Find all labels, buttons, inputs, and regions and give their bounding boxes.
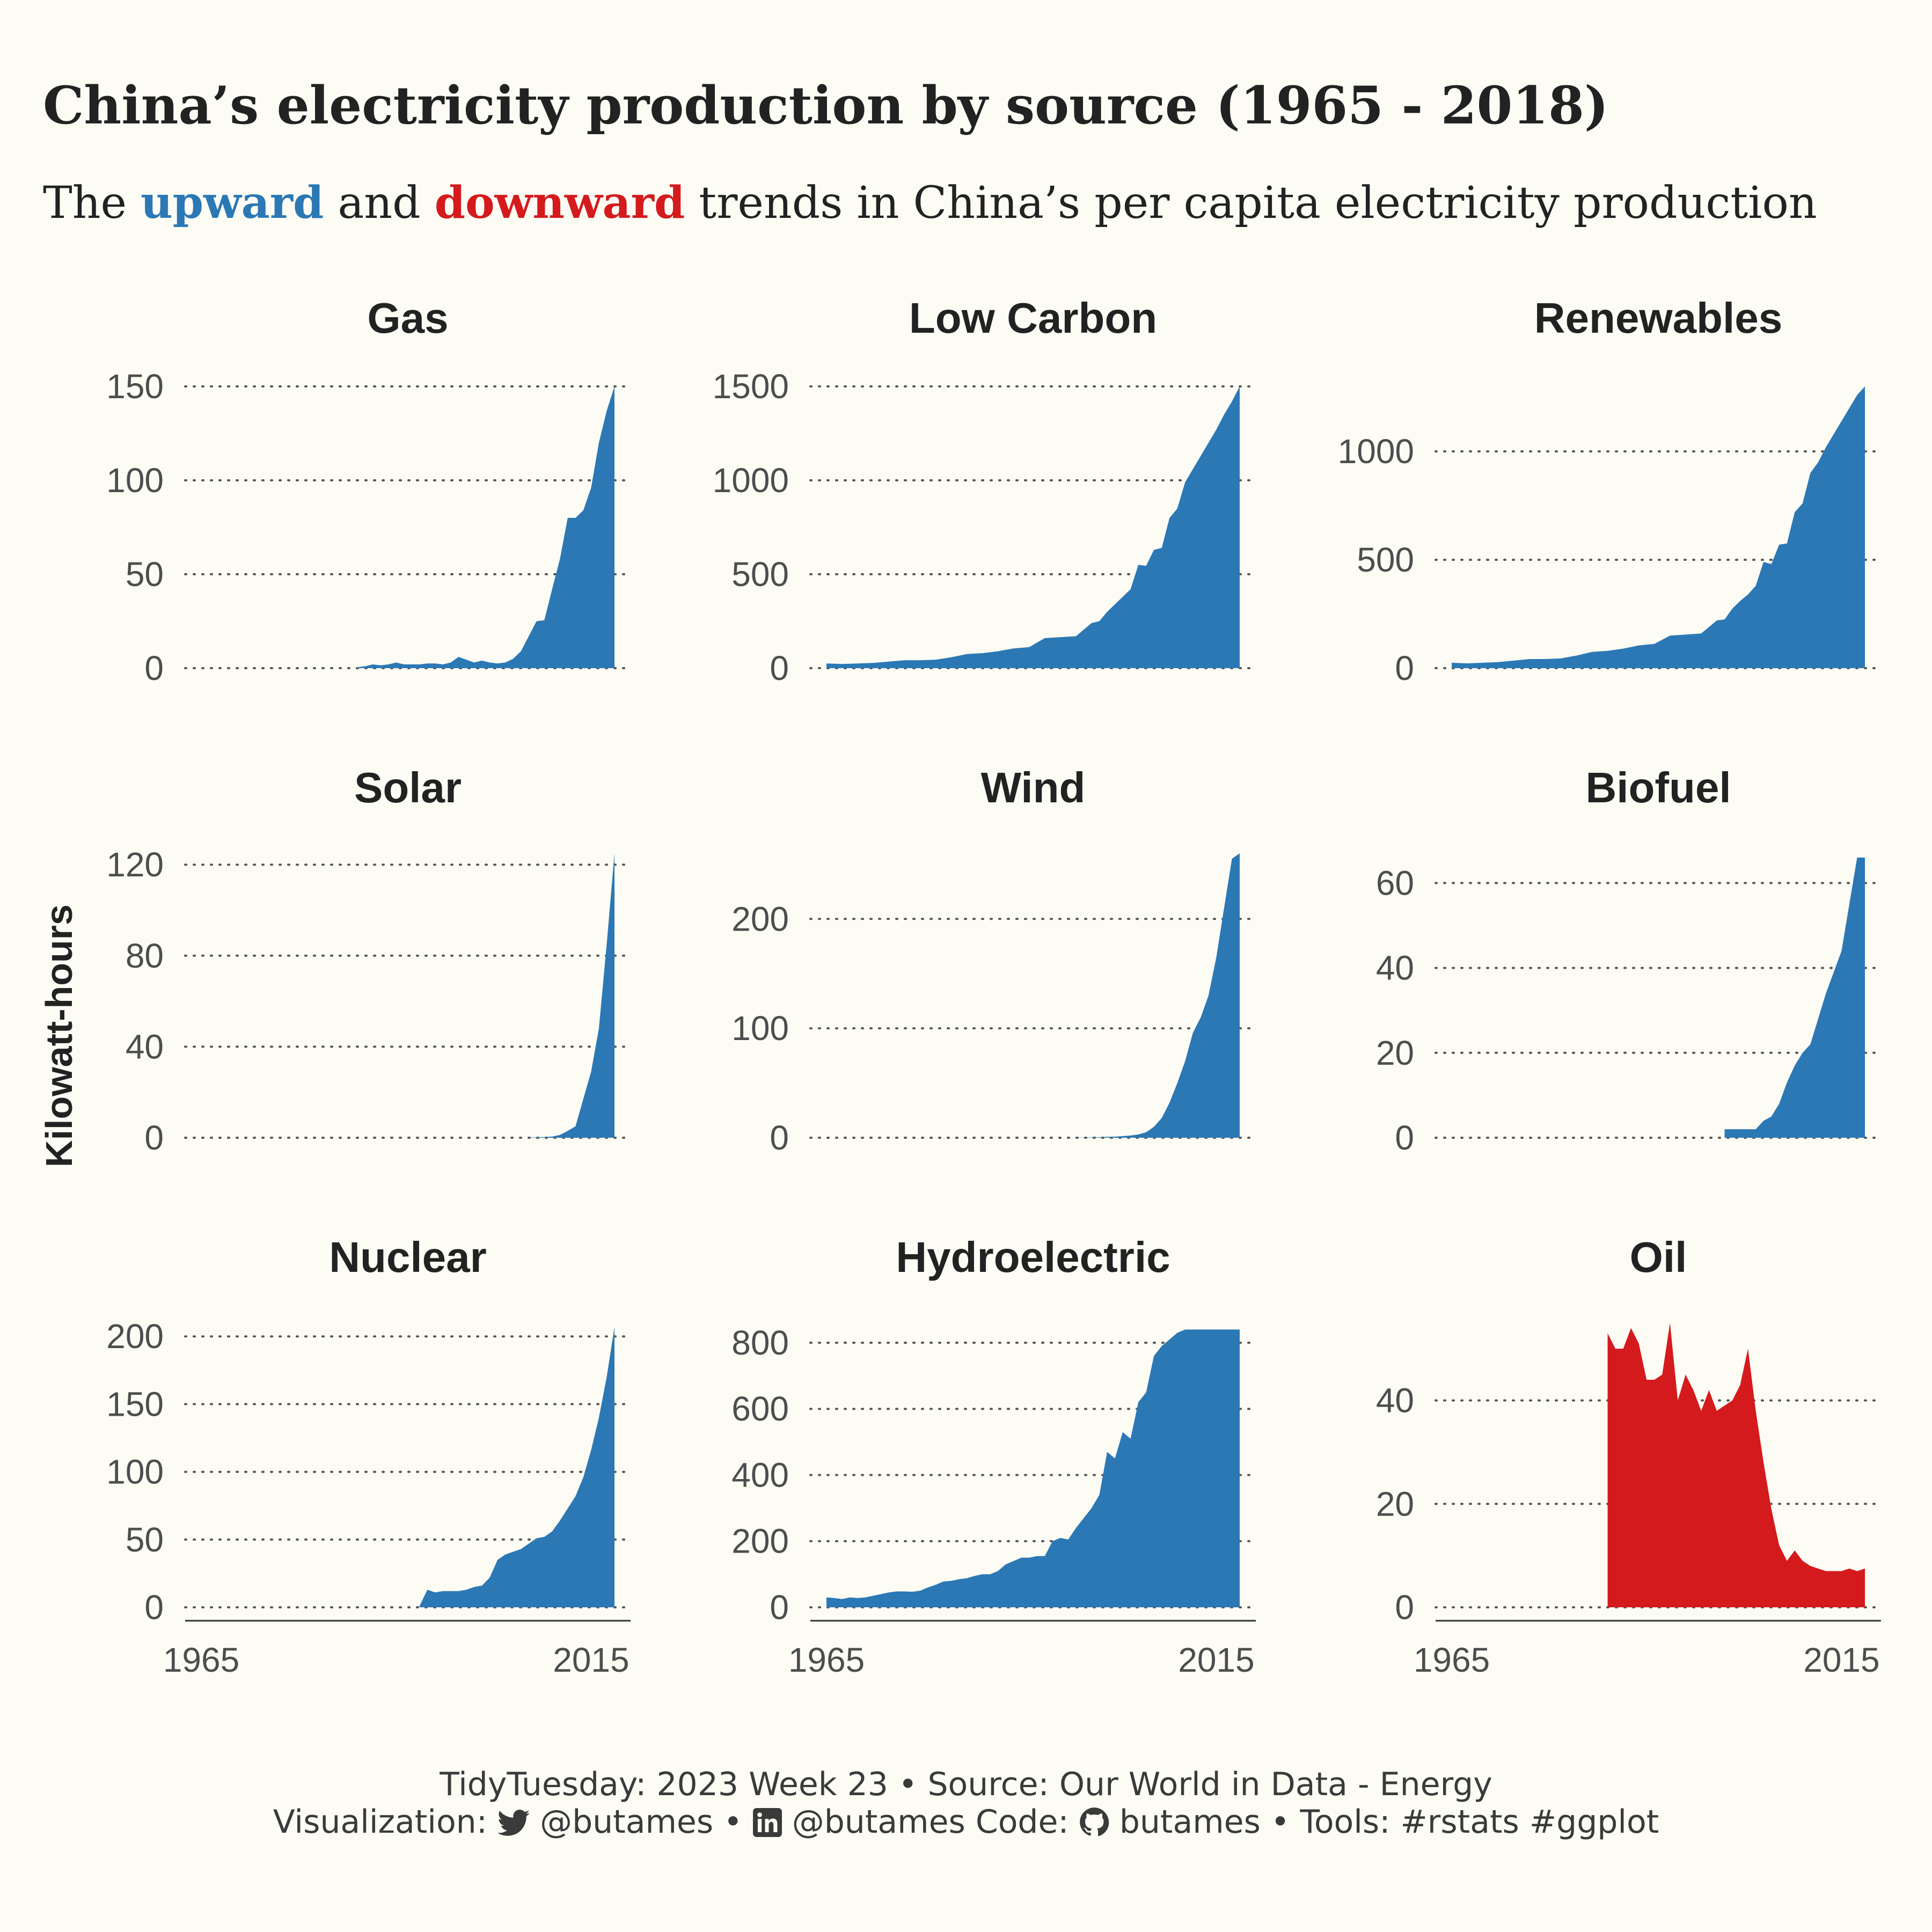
y-tick-label: 40 <box>1376 949 1414 987</box>
caption-separator: • <box>723 1803 743 1841</box>
chart-title: China’s electricity production by source… <box>43 75 1609 136</box>
y-tick-label: 50 <box>126 1520 164 1559</box>
area-series-low-carbon <box>826 386 1240 668</box>
chart-subtitle: The upward and downward trends in China’… <box>43 177 1817 229</box>
x-tick-label: 2015 <box>1178 1641 1254 1679</box>
panel-gas: Gas 0 50 100 150 <box>106 294 632 687</box>
github-handle: butames <box>1119 1803 1261 1841</box>
x-tick-label: 2015 <box>1803 1641 1879 1679</box>
caption-tools: Tools: #rstats #ggplot <box>1300 1803 1659 1841</box>
y-tick-label: 150 <box>106 367 164 406</box>
y-tick-label: 500 <box>1357 540 1414 579</box>
caption-source: TidyTuesday: 2023 Week 23 • Source: Our … <box>440 1766 1492 1803</box>
area-series-oil <box>1607 1323 1865 1607</box>
y-tick-label: 0 <box>770 1588 789 1627</box>
subtitle-mid: and <box>338 178 421 229</box>
y-tick-label: 50 <box>126 555 164 594</box>
panel-title: Renewables <box>1534 294 1782 342</box>
x-tick-label: 1965 <box>1414 1641 1490 1679</box>
x-tick-label: 1965 <box>163 1641 239 1679</box>
y-tick-label: 150 <box>106 1385 164 1423</box>
x-tick-label: 1965 <box>788 1641 865 1679</box>
y-tick-label: 1500 <box>713 367 789 406</box>
y-tick-label: 20 <box>1376 1484 1414 1523</box>
area-series-nuclear <box>419 1327 614 1607</box>
subtitle-pre: The <box>43 178 127 229</box>
x-tick-label: 2015 <box>553 1641 629 1679</box>
y-tick-label: 20 <box>1376 1034 1414 1072</box>
y-tick-label: 0 <box>1395 1588 1414 1627</box>
panel-hydroelectric: Hydroelectric 0 200 400 600 800 1965 2015 <box>731 1233 1257 1679</box>
panel-low-carbon: Low Carbon 0 500 1000 1500 <box>713 294 1257 687</box>
y-tick-label: 200 <box>106 1317 164 1356</box>
y-tick-label: 0 <box>144 649 164 687</box>
y-tick-label: 0 <box>144 1118 164 1157</box>
panel-title: Biofuel <box>1585 764 1731 811</box>
y-tick-label: 40 <box>1376 1381 1414 1420</box>
subtitle-downward: downward <box>434 177 685 229</box>
panel-title: Gas <box>367 294 448 342</box>
area-series-renewables <box>1452 386 1865 668</box>
panel-renewables: Renewables 0 500 1000 <box>1338 294 1882 687</box>
linkedin-icon <box>752 1807 782 1845</box>
area-series-gas <box>357 386 614 668</box>
caption-credits: Visualization: @butames • @butames Code:… <box>0 1803 1932 1845</box>
y-tick-label: 0 <box>144 1588 164 1627</box>
panel-title: Low Carbon <box>909 294 1157 342</box>
github-icon <box>1079 1807 1109 1845</box>
y-tick-label: 600 <box>731 1389 789 1428</box>
y-tick-label: 40 <box>126 1027 164 1066</box>
area-series-wind <box>1075 853 1240 1138</box>
area-series-solar <box>529 853 614 1138</box>
panel-title: Solar <box>354 764 462 811</box>
y-tick-label: 1000 <box>1338 432 1414 471</box>
y-tick-label: 200 <box>731 1522 789 1561</box>
y-tick-label: 400 <box>731 1455 789 1494</box>
y-tick-label: 100 <box>106 1453 164 1491</box>
caption-code-label: Code: <box>975 1803 1069 1841</box>
panel-title: Oil <box>1630 1233 1687 1281</box>
y-tick-label: 800 <box>731 1323 789 1362</box>
y-tick-label: 1000 <box>713 461 789 500</box>
linkedin-handle: @butames <box>792 1803 965 1841</box>
y-tick-label: 120 <box>106 845 164 884</box>
twitter-icon <box>497 1807 530 1845</box>
caption-separator: • <box>1270 1803 1290 1841</box>
panel-wind: Wind 0 100 200 <box>731 764 1257 1157</box>
panel-title: Wind <box>981 764 1086 811</box>
panel-biofuel: Biofuel 0 20 40 60 <box>1376 764 1882 1157</box>
panel-title: Hydroelectric <box>896 1233 1170 1281</box>
y-tick-label: 80 <box>126 936 164 975</box>
subtitle-upward: upward <box>141 177 324 229</box>
y-tick-label: 100 <box>106 461 164 500</box>
y-tick-label: 0 <box>770 1118 789 1157</box>
area-series-hydroelectric <box>826 1329 1240 1607</box>
caption-visualization-label: Visualization: <box>273 1803 487 1841</box>
subtitle-post: trends in China’s per capita electricity… <box>699 178 1817 229</box>
panel-solar: Solar 0 40 80 120 <box>106 764 632 1157</box>
y-tick-label: 0 <box>770 649 789 687</box>
y-tick-label: 0 <box>1395 649 1414 687</box>
y-tick-label: 500 <box>731 555 789 594</box>
twitter-handle: @butames <box>540 1803 714 1841</box>
y-tick-label: 0 <box>1395 1118 1414 1157</box>
area-series-biofuel <box>1724 857 1865 1138</box>
y-tick-label: 100 <box>731 1009 789 1048</box>
panel-title: Nuclear <box>329 1233 486 1281</box>
y-tick-label: 60 <box>1376 863 1414 902</box>
panel-oil: Oil 0 20 40 1965 2015 <box>1376 1233 1882 1679</box>
panel-nuclear: Nuclear 0 50 100 150 200 1965 2015 <box>106 1233 632 1679</box>
y-tick-label: 200 <box>731 899 789 938</box>
